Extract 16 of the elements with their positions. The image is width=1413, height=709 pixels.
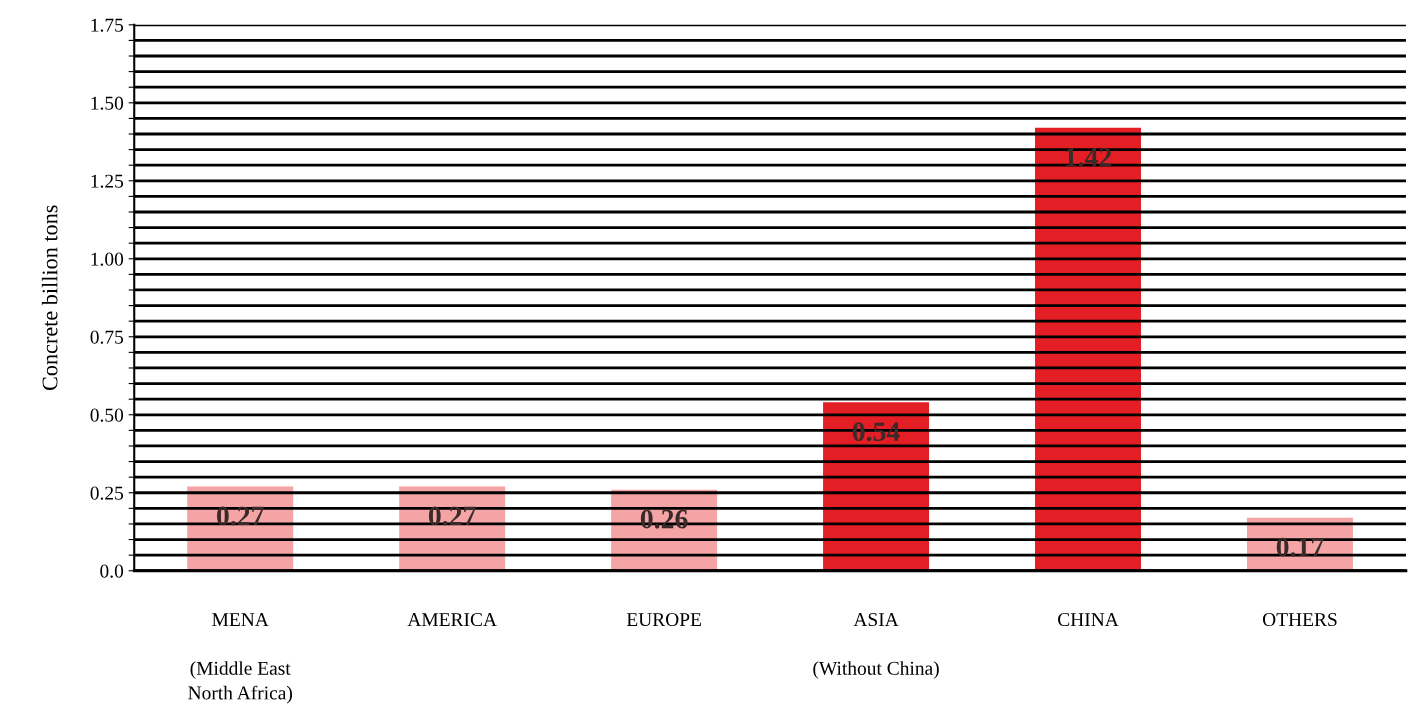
- y-tick-label: 0.0: [100, 564, 124, 578]
- data-label: 1.42: [1065, 147, 1112, 167]
- y-tick-label: 0.25: [90, 486, 124, 500]
- y-axis-title: Concrete billion tons: [41, 205, 58, 391]
- x-tick-label: EUROPE: [626, 613, 701, 627]
- y-tick-label: 1.50: [91, 96, 124, 110]
- x-tick-label: AMERICA: [407, 613, 497, 627]
- y-tick-label: 1.75: [91, 18, 124, 32]
- x-tick-label: OTHERS: [1262, 613, 1337, 627]
- x-tick-label: CHINA: [1058, 613, 1119, 627]
- y-tick-label: 1.25: [91, 174, 124, 188]
- y-tick-label: 1.00: [91, 252, 124, 266]
- category-label: ASIA (Without China): [813, 613, 939, 679]
- y-tick-label: 0.50: [90, 408, 124, 422]
- y-tick-label: 0.75: [90, 330, 124, 344]
- category-label: MENA (Middle East North Africa): [188, 613, 292, 704]
